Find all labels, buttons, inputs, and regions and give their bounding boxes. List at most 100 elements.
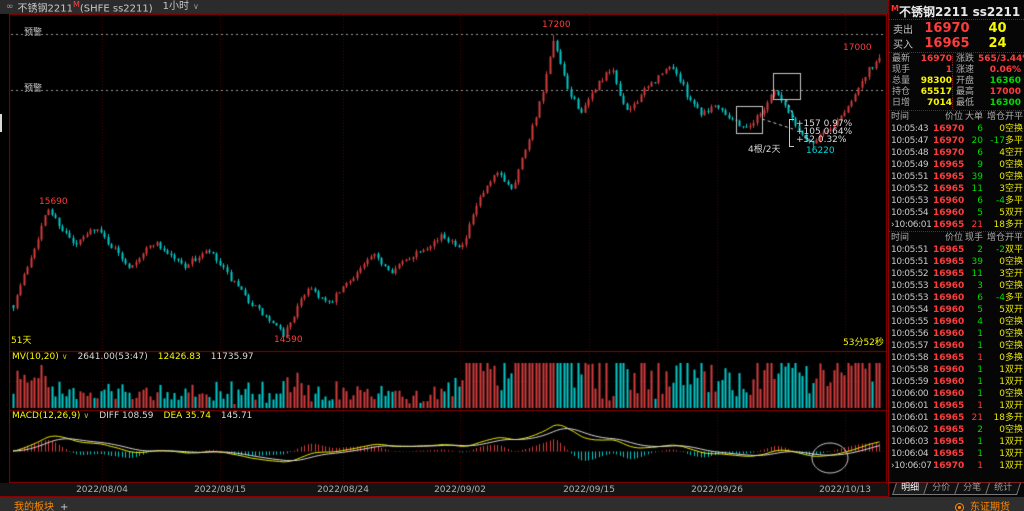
- stat-label: 总量: [892, 76, 911, 86]
- alert-line-label: 预警: [24, 28, 43, 38]
- stat-label: 持仓: [892, 87, 911, 97]
- main-contract-superscript: M: [891, 4, 899, 13]
- stat-label: 现手: [892, 65, 911, 75]
- macd-diff-value: DIFF 108.59: [99, 411, 154, 421]
- broker-link[interactable]: 东证期货: [970, 502, 1010, 511]
- measure-value-label: +157 0.97%: [796, 119, 853, 129]
- tick-row: 10:06:02 16965 2 0 空换: [891, 425, 1024, 435]
- stat-label: 涨速: [952, 65, 978, 76]
- stat-label: 最低: [952, 98, 978, 109]
- tick-table-large-orders: 时间 价位 大单 增仓 开平 10:05:43 16970 6 0 空换 10:05:47 16970…: [889, 111, 1024, 232]
- stat-label: 最新: [892, 54, 911, 64]
- tick-row: ›10:06:01 16965 21 18 多开: [891, 220, 1024, 230]
- stat-value: 16970: [920, 54, 952, 64]
- tick-row: 10:05:54 16960 5 5 双开: [891, 208, 1024, 218]
- tick-col-header: 开平: [1005, 112, 1024, 122]
- broker-logo-icon: [955, 503, 964, 511]
- tick-row: ›10:06:07 16970 1 1 双开: [891, 461, 1024, 471]
- alert-line-label: 预警: [24, 84, 43, 94]
- chart-edge-marker: [0, 114, 2, 132]
- tick-row: 10:05:51 16965 39 0 空换: [891, 172, 1024, 182]
- price-chart-canvas[interactable]: [9, 14, 887, 483]
- volume-indicator-row: MV(10,20) ∨ 2641.00(53:47) 12426.83 1173…: [12, 352, 254, 362]
- tick-row: 10:05:43 16970 6 0 空换: [891, 124, 1024, 134]
- mv-value-2: 12426.83: [157, 352, 201, 362]
- stat-row: 日增 7014 最低 16300: [889, 98, 1024, 109]
- tick-row: 10:06:00 16960 1 0 空换: [891, 389, 1024, 399]
- measure-bars-label: 4根/2天: [748, 145, 781, 155]
- tick-row: 10:06:01 16965 21 18 多开: [891, 413, 1024, 423]
- bid-ask-block: 卖出 16970 40 买入 16965 24: [889, 20, 1024, 53]
- add-board-button[interactable]: +: [60, 502, 69, 511]
- tick-tabs: 明细 分价 分笔 统计: [889, 482, 1024, 497]
- my-board-link[interactable]: 我的板块: [14, 502, 54, 511]
- tick-row: 10:05:58 16960 1 1 双开: [891, 365, 1024, 375]
- tick-row: 10:05:49 16965 9 0 空换: [891, 160, 1024, 170]
- stat-value: 17000: [989, 87, 1021, 97]
- period-low-label: 14590: [274, 335, 303, 345]
- stat-label: 日增: [892, 98, 911, 108]
- date-tick-label: 2022/08/24: [317, 485, 369, 495]
- date-tick-label: 2022/09/26: [691, 485, 743, 495]
- measure-bracket-icon: [789, 119, 794, 147]
- period-selector[interactable]: 1小时: [162, 1, 190, 12]
- stat-value: 0.06%: [989, 65, 1021, 75]
- tick-col-header: 增仓: [986, 233, 1005, 243]
- tick-row: 10:05:52 16965 11 3 空开: [891, 184, 1024, 194]
- ask-volume: 40: [988, 21, 1007, 36]
- tick-col-header: 时间: [891, 112, 910, 122]
- quote-panel: M不锈钢2211 ss2211 卖出 16970 40 买入 16965 24 …: [888, 0, 1024, 497]
- mv-value-3: 11735.97: [210, 352, 254, 362]
- tick-row: 10:05:57 16960 1 0 空换: [891, 341, 1024, 351]
- measure-value-label: +52 0.32%: [796, 135, 847, 145]
- tick-row: 10:05:53 16960 6 -4 多平: [891, 196, 1024, 206]
- tick-row: 10:05:59 16960 1 1 双开: [891, 377, 1024, 387]
- ask-price: 16970: [924, 21, 970, 36]
- tick-col-header: 增仓: [986, 112, 1005, 122]
- macd-indicator-name: MACD(12,26,9): [12, 411, 81, 421]
- macd-dea-value: DEA 35.74: [163, 411, 211, 421]
- stat-value: 98300: [920, 76, 952, 86]
- stat-value: 65517: [920, 87, 952, 97]
- tick-row: 10:05:53 16960 3 0 空换: [891, 281, 1024, 291]
- stat-value: 16360: [989, 76, 1021, 86]
- swing-low-label: 16220: [806, 146, 835, 156]
- date-tick-label: 2022/09/15: [563, 485, 615, 495]
- mv-dropdown-icon[interactable]: ∨: [61, 352, 68, 361]
- recent-high-label: 17000: [843, 43, 872, 53]
- mv-indicator-name: MV(10,20): [12, 352, 59, 362]
- panel-title: M不锈钢2211 ss2211: [889, 0, 1024, 20]
- tick-row: 10:05:55 16960 4 0 空换: [891, 317, 1024, 327]
- bottom-taskbar: 我的板块 + 东证期货: [0, 497, 1024, 511]
- stat-value: 16300: [989, 98, 1021, 108]
- chart-area: MV(10,20) ∨ 2641.00(53:47) 12426.83 1173…: [0, 14, 888, 483]
- chain-icon: ∞: [6, 2, 14, 12]
- tick-col-header: 时间: [891, 233, 910, 243]
- tick-row: 10:05:56 16960 1 0 空换: [891, 329, 1024, 339]
- tick-table-detail: 时间 价位 现手 增仓 开平 10:05:51 16965 2 -2 双平 10:05:51 1696…: [889, 232, 1024, 482]
- period-dropdown-icon[interactable]: ∨: [193, 2, 199, 11]
- ask-row: 卖出 16970 40: [889, 21, 1024, 36]
- macd-dropdown-icon[interactable]: ∨: [83, 411, 90, 420]
- stat-label: 涨跌: [952, 54, 978, 65]
- date-tick-label: 2022/10/13: [819, 485, 871, 495]
- swing-high-label: 15690: [39, 197, 68, 207]
- tick-row: 10:05:53 16960 6 -4 多平: [891, 293, 1024, 303]
- tick-col-header: 价位: [944, 112, 963, 122]
- tick-col-header: 价位: [944, 233, 963, 243]
- date-axis: 2022/08/04 2022/08/15 2022/08/24 2022/09/02…: [0, 483, 888, 497]
- tab-统计[interactable]: 统计: [985, 483, 1022, 495]
- bid-row: 买入 16965 24: [889, 36, 1024, 51]
- bars-span-label: 51天: [11, 336, 32, 346]
- date-tick-label: 2022/08/04: [76, 485, 128, 495]
- main-contract-superscript: M: [72, 0, 80, 9]
- period-high-label: 17200: [542, 20, 571, 30]
- tick-row: 10:05:58 16965 1 0 多换: [891, 353, 1024, 363]
- bar-countdown-label: 53分52秒: [843, 338, 884, 348]
- tick-row: 10:05:47 16970 20 -17 多平: [891, 136, 1024, 146]
- stat-row: 现手 1 涨速 0.06%: [889, 65, 1024, 76]
- tick-table-header: 时间 价位 大单 增仓 开平: [889, 111, 1024, 123]
- ask-label: 卖出: [893, 25, 913, 36]
